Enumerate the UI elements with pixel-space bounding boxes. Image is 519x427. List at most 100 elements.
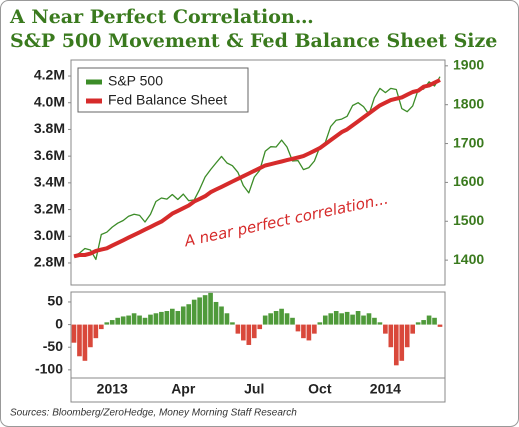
bar bbox=[104, 322, 110, 325]
bar bbox=[262, 315, 268, 325]
series-line bbox=[73, 78, 441, 259]
bar bbox=[306, 324, 312, 341]
bar bbox=[273, 311, 279, 325]
bar bbox=[137, 315, 142, 325]
legend-box bbox=[77, 67, 249, 113]
bar bbox=[301, 324, 306, 339]
bar bbox=[120, 316, 126, 325]
y2-tick-label: 1700 bbox=[453, 134, 484, 150]
x-tick-label: 2013 bbox=[97, 381, 128, 397]
bar bbox=[175, 311, 181, 325]
legend-label: Fed Balance Sheet bbox=[108, 92, 227, 108]
bar bbox=[295, 324, 301, 332]
y-tick-label: 0 bbox=[55, 315, 63, 331]
bar bbox=[159, 311, 164, 325]
bar bbox=[415, 322, 421, 325]
y-tick-label: -50 bbox=[43, 338, 63, 354]
bar bbox=[312, 324, 317, 334]
y2-tick-label: 1900 bbox=[453, 57, 484, 73]
bar bbox=[328, 313, 334, 325]
y-tick-label: 3.8M bbox=[34, 120, 65, 136]
series-line bbox=[73, 76, 441, 261]
y2-tick-label: 1500 bbox=[453, 212, 484, 228]
bar bbox=[230, 322, 235, 325]
bar bbox=[93, 324, 99, 339]
lower-panel bbox=[70, 291, 446, 379]
y-tick-label: 4.0M bbox=[34, 93, 65, 109]
bar bbox=[98, 324, 104, 330]
bar bbox=[388, 324, 394, 348]
chart-title: A Near Perfect Correlation… bbox=[9, 6, 314, 28]
bar bbox=[109, 320, 115, 325]
bar bbox=[246, 324, 252, 345]
y-tick-label: 4.2M bbox=[34, 67, 65, 83]
bar bbox=[344, 311, 350, 325]
bar bbox=[213, 301, 219, 325]
bar bbox=[82, 324, 88, 361]
bar bbox=[361, 315, 366, 325]
bar bbox=[437, 324, 443, 327]
bar bbox=[170, 308, 175, 325]
y-tick-label: 3.2M bbox=[34, 200, 65, 216]
bar bbox=[77, 324, 82, 357]
bar bbox=[290, 317, 295, 325]
legend-label: S&P 500 bbox=[108, 73, 163, 89]
bar bbox=[404, 324, 410, 348]
bar bbox=[399, 324, 405, 361]
bar bbox=[235, 324, 241, 334]
bar bbox=[186, 304, 192, 325]
bar bbox=[142, 317, 148, 325]
bar bbox=[131, 313, 137, 325]
bar bbox=[410, 324, 416, 334]
chart-subtitle: S&P 500 Movement & Fed Balance Sheet Siz… bbox=[10, 30, 497, 52]
bar bbox=[383, 324, 388, 334]
bar bbox=[333, 311, 339, 325]
y-tick-label: 3.4M bbox=[34, 174, 65, 190]
bar bbox=[148, 314, 153, 325]
y2-tick-label: 1600 bbox=[453, 173, 484, 189]
x-tick-label: Jul bbox=[244, 381, 264, 397]
y-tick-label: 50 bbox=[47, 293, 63, 309]
bar bbox=[322, 315, 328, 325]
bar bbox=[180, 306, 186, 325]
bar bbox=[257, 324, 263, 330]
bar bbox=[377, 322, 383, 325]
bar bbox=[339, 313, 344, 325]
x-axis-band bbox=[70, 377, 446, 403]
bar bbox=[284, 313, 290, 325]
y-tick-label: 2.8M bbox=[34, 254, 65, 270]
y2-tick-label: 1800 bbox=[453, 95, 484, 111]
bar bbox=[164, 311, 170, 325]
bar bbox=[432, 317, 437, 325]
bar bbox=[279, 308, 284, 325]
y-tick-label: 3.0M bbox=[34, 227, 65, 243]
bar bbox=[241, 324, 246, 341]
bar bbox=[153, 313, 159, 325]
bar bbox=[366, 313, 372, 325]
x-tick-label: Oct bbox=[308, 381, 332, 397]
x-tick-label: Apr bbox=[171, 381, 196, 397]
bar bbox=[268, 313, 273, 325]
bar bbox=[208, 292, 213, 325]
x-tick-label: 2014 bbox=[370, 381, 401, 397]
bar bbox=[426, 315, 432, 325]
bar bbox=[393, 324, 399, 366]
bar bbox=[317, 322, 323, 325]
y-tick-label: -100 bbox=[35, 361, 63, 377]
bar bbox=[115, 317, 121, 325]
bar bbox=[191, 299, 197, 325]
source: Sources: Bloomberg/ZeroHedge, Money Morn… bbox=[10, 408, 297, 419]
bar bbox=[126, 315, 131, 325]
bar bbox=[355, 311, 361, 325]
bar bbox=[251, 324, 257, 339]
bar bbox=[224, 313, 230, 325]
bar bbox=[372, 317, 377, 325]
bar bbox=[202, 295, 208, 325]
y2-tick-label: 1400 bbox=[453, 251, 484, 267]
bar bbox=[197, 297, 202, 325]
bar bbox=[350, 314, 355, 325]
bar bbox=[421, 320, 426, 325]
bar bbox=[71, 324, 77, 343]
bar bbox=[219, 306, 224, 325]
